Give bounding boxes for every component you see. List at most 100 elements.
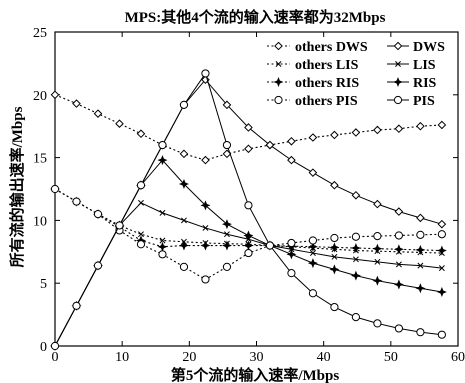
data-point (244, 123, 253, 132)
legend-label: others DWS (295, 40, 368, 55)
data-point (351, 232, 361, 241)
data-point (201, 275, 210, 284)
data-point (351, 190, 361, 200)
data-point (93, 109, 103, 118)
data-point (307, 258, 318, 269)
data-point (394, 231, 403, 240)
data-point (394, 324, 403, 333)
data-point (221, 219, 232, 230)
data-point (287, 155, 296, 165)
data-point (351, 313, 361, 322)
legend-marker (395, 61, 401, 67)
data-point (330, 302, 339, 312)
data-point (158, 250, 167, 259)
data-point (374, 258, 381, 265)
data-point (138, 199, 144, 206)
x-tick-label: 40 (317, 350, 331, 365)
data-point (373, 125, 382, 135)
legend-label: PIS (413, 94, 435, 109)
data-point (287, 136, 296, 146)
legend-label: LIS (413, 58, 436, 73)
data-point (437, 230, 446, 239)
data-point (244, 144, 253, 154)
series-line (54, 72, 442, 347)
data-point (373, 199, 382, 209)
data-point (93, 210, 103, 219)
data-point (159, 237, 166, 244)
data-point (437, 219, 447, 229)
data-point (157, 241, 168, 252)
axis-ticks: 0 10 20 30 40 50 60 0 5 10 15 20 25 (33, 26, 465, 365)
data-point (72, 99, 81, 108)
data-point (181, 217, 187, 224)
data-point (330, 130, 339, 140)
data-point (222, 100, 232, 110)
data-point (201, 155, 210, 165)
data-point (202, 224, 209, 231)
data-point (438, 265, 445, 272)
data-point (243, 230, 254, 241)
data-point (136, 240, 146, 249)
data-point (287, 238, 296, 248)
x-tick-label: 10 (115, 350, 129, 365)
y-tick-label: 20 (33, 89, 47, 104)
data-point (372, 275, 383, 286)
data-point (350, 270, 361, 281)
data-point (394, 124, 404, 134)
data-point (352, 256, 359, 263)
legend-marker (273, 76, 284, 88)
data-point (50, 90, 60, 100)
data-point (72, 197, 81, 206)
x-tick-label: 50 (384, 350, 398, 365)
x-tick-label: 20 (182, 350, 196, 365)
data-point (286, 249, 297, 260)
data-point (436, 245, 447, 256)
data-point (136, 129, 146, 139)
data-point (330, 233, 339, 243)
data-point (329, 264, 340, 275)
data-point (115, 119, 124, 128)
data-point (136, 181, 146, 190)
series-pis (50, 69, 446, 351)
data-point (393, 279, 404, 290)
data-point (351, 128, 361, 137)
x-axis-title: 第5个流的输入速率/Mbps (171, 366, 340, 383)
data-point (93, 261, 103, 270)
data-point (437, 120, 447, 130)
data-point (179, 100, 189, 109)
data-point (350, 243, 361, 254)
legend-marker (392, 76, 404, 88)
data-point (417, 262, 424, 269)
legend-label: others PIS (295, 94, 358, 109)
data-point (200, 240, 211, 251)
data-point (138, 231, 144, 238)
legend-label: DWS (413, 40, 445, 55)
data-point (415, 283, 426, 294)
data-point (115, 221, 124, 230)
series-others-ris (49, 183, 447, 256)
data-point (415, 244, 426, 255)
data-point (331, 253, 338, 260)
data-point (158, 140, 167, 150)
data-point (50, 184, 60, 194)
data-point (416, 213, 425, 223)
data-point (157, 155, 168, 166)
data-point (178, 240, 189, 251)
y-tick-label: 5 (40, 277, 47, 292)
x-tick-label: 60 (451, 350, 465, 365)
data-point (416, 121, 425, 131)
data-point (308, 289, 318, 298)
data-point (437, 330, 446, 339)
data-point (50, 341, 60, 351)
y-tick-label: 10 (33, 214, 47, 229)
data-point (72, 301, 81, 310)
data-point (394, 207, 404, 216)
data-point (243, 240, 254, 251)
x-tick-label: 30 (250, 350, 264, 365)
series-dws (50, 75, 447, 351)
series-layer (49, 69, 447, 352)
data-point (179, 262, 189, 271)
data-point (308, 168, 318, 177)
chart-title: MPS:其他4个流的输入速率都为32Mbps (125, 8, 386, 26)
